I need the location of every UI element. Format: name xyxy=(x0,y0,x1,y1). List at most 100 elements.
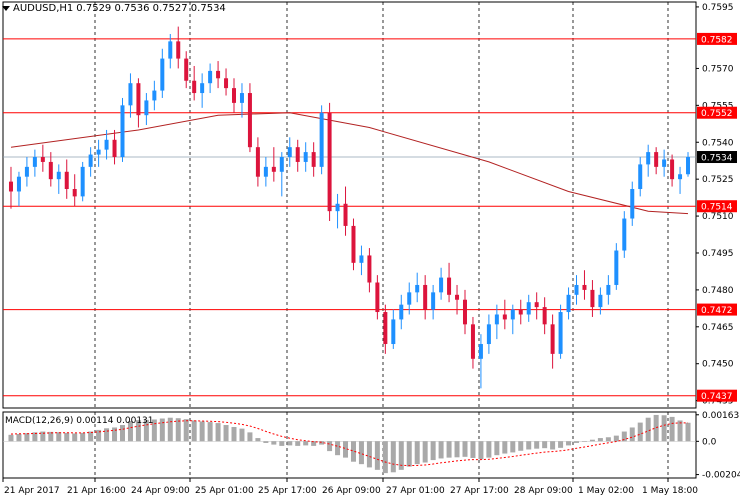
candle-body xyxy=(263,166,268,177)
macd-signal-line xyxy=(10,420,688,467)
macd-histogram-bar xyxy=(581,441,587,442)
moving-average-line xyxy=(10,112,689,215)
level-price-label: 0.7582 xyxy=(701,35,733,45)
level-price-badge xyxy=(697,389,737,402)
candle-body xyxy=(662,159,667,167)
macd-histogram-bar xyxy=(534,441,540,449)
candle-body xyxy=(470,324,475,359)
candle-body xyxy=(678,174,683,180)
macd-histogram-bar xyxy=(486,441,492,458)
macd-histogram-bar xyxy=(398,441,404,470)
macd-histogram-bar xyxy=(263,441,269,443)
candle-body xyxy=(303,152,308,162)
macd-histogram-bar xyxy=(80,432,86,442)
candle-body xyxy=(311,152,316,167)
candle-body xyxy=(478,344,483,359)
macd-histogram-bar xyxy=(16,434,22,442)
macd-histogram-bar xyxy=(112,427,118,442)
candle-body xyxy=(630,189,635,219)
candle-body xyxy=(431,292,436,310)
time-axis-label: 1 May 02:00 xyxy=(578,486,634,496)
macd-histogram-bar xyxy=(550,441,556,450)
candle-body xyxy=(128,83,133,106)
candle-body xyxy=(104,139,109,150)
chart-header: AUDUSD,H1 0.7529 0.7536 0.7527 0.7534 xyxy=(2,3,226,14)
candle-body xyxy=(598,294,603,308)
macd-histogram-bar xyxy=(613,435,619,442)
current-price-label: 0.7534 xyxy=(701,154,733,164)
candle-body xyxy=(232,88,237,103)
price-tick-label: 0.7595 xyxy=(702,3,734,13)
candle-body xyxy=(526,302,531,315)
macd-histogram-bar xyxy=(382,441,388,474)
price-tick-label: 0.7525 xyxy=(702,175,734,185)
candle-body xyxy=(255,147,260,177)
macd-histogram-bar xyxy=(558,441,564,448)
candle-body xyxy=(351,225,356,263)
candle-body xyxy=(606,284,611,295)
candle-body xyxy=(462,299,467,325)
macd-histogram-bar xyxy=(72,433,78,442)
macd-histogram-bar xyxy=(478,441,484,460)
time-axis-label: 21 Apr 2017 xyxy=(4,486,60,496)
level-price-badge xyxy=(697,106,737,119)
candle-body xyxy=(120,105,125,158)
price-tick-label: 0.7540 xyxy=(702,138,734,148)
candle-body xyxy=(670,159,675,180)
price-tick-label: 0.7450 xyxy=(702,360,734,370)
candle-body xyxy=(447,277,452,295)
level-price-label: 0.7514 xyxy=(701,203,733,213)
macd-histogram-bar xyxy=(335,441,341,456)
price-pane-frame xyxy=(2,1,697,409)
macd-histogram-bar xyxy=(311,441,317,446)
macd-histogram-bar xyxy=(526,441,532,450)
macd-histogram-bar xyxy=(390,441,396,473)
candle-body xyxy=(8,181,13,192)
macd-histogram-bar xyxy=(167,417,173,442)
candle-body xyxy=(646,152,651,165)
macd-pane-frame xyxy=(2,411,697,479)
chevron-down-icon[interactable] xyxy=(2,6,10,11)
candle-body xyxy=(534,302,539,308)
macd-histogram-bar xyxy=(127,420,133,442)
macd-label: MACD(12,26,9) 0.00114 0.00131 xyxy=(5,416,154,426)
candle-body xyxy=(550,324,555,354)
macd-histogram-bar xyxy=(239,428,245,442)
macd-histogram-bar xyxy=(191,420,197,442)
macd-histogram-bar xyxy=(151,419,157,442)
price-tick-label: 0.7570 xyxy=(702,64,734,74)
macd-histogram-bar xyxy=(48,431,54,442)
macd-histogram-bar xyxy=(327,441,333,452)
macd-histogram-bar xyxy=(287,441,293,446)
macd-histogram-bar xyxy=(56,432,62,442)
macd-histogram-bar xyxy=(406,441,412,467)
macd-histogram-bar xyxy=(574,441,580,443)
price-tick-label: 0.7480 xyxy=(702,286,734,296)
candle-body xyxy=(287,147,292,158)
candle-body xyxy=(176,41,181,59)
candle-body xyxy=(295,147,300,162)
macd-histogram-bar xyxy=(159,418,165,442)
macd-histogram-bar xyxy=(247,432,253,442)
macd-histogram-bar xyxy=(303,441,309,446)
candle-body xyxy=(502,314,507,320)
candle-body xyxy=(654,152,659,167)
candle-body xyxy=(510,309,515,320)
candle-body xyxy=(64,171,69,190)
candle-body xyxy=(423,284,428,310)
macd-histogram-bar xyxy=(430,441,436,461)
macd-histogram-bar xyxy=(207,422,213,442)
candle-body xyxy=(144,100,149,116)
candle-body xyxy=(56,171,61,180)
macd-histogram-bar xyxy=(143,419,149,442)
macd-histogram-bar xyxy=(343,441,349,458)
candle-body xyxy=(383,312,388,345)
macd-histogram-bar xyxy=(462,441,468,457)
candle-body xyxy=(407,292,412,305)
macd-histogram-bar xyxy=(438,441,444,459)
candle-body xyxy=(208,70,213,84)
candle-body xyxy=(88,154,93,167)
time-axis-label: 25 Apr 01:00 xyxy=(195,486,254,496)
macd-histogram-bar xyxy=(422,441,428,463)
